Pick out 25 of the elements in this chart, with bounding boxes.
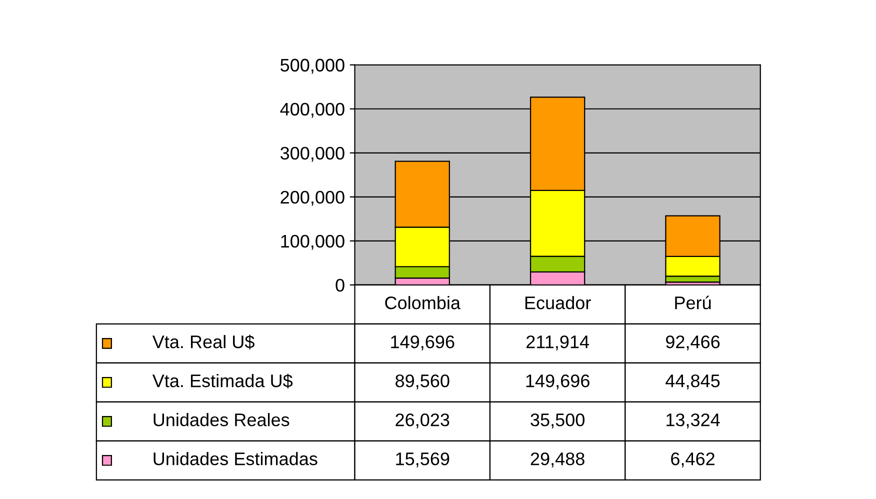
y-tick-label: 100,000 bbox=[281, 234, 344, 250]
y-tick-label: 500,000 bbox=[280, 58, 344, 74]
y-tick-label: 300,000 bbox=[280, 146, 344, 162]
legend-label: Vta. Estimada U$ bbox=[152, 374, 293, 388]
y-tick-label: 200,000 bbox=[280, 190, 344, 206]
y-tick-label: 400,000 bbox=[280, 102, 344, 118]
data-label: 15,569 bbox=[396, 452, 450, 468]
legend-label: Unidades Reales bbox=[154, 412, 290, 426]
x-tick-label: Ecuador bbox=[525, 296, 591, 310]
data-label: 92,466 bbox=[666, 335, 720, 350]
data-label: 211,914 bbox=[526, 335, 590, 350]
data-label: 149,696 bbox=[391, 335, 454, 350]
data-label: 29,488 bbox=[530, 452, 584, 468]
data-label: 26,023 bbox=[396, 413, 450, 428]
x-tick-label: Perú bbox=[675, 296, 711, 310]
x-tick-label: Colombia bbox=[385, 296, 461, 310]
data-label: 35,500 bbox=[530, 413, 584, 428]
legend-label: Vta. Real U$ bbox=[152, 334, 254, 350]
y-tick-label: 0 bbox=[336, 278, 344, 292]
data-label: 44,845 bbox=[666, 374, 720, 390]
data-label: 13,324 bbox=[666, 413, 720, 428]
data-label: 89,560 bbox=[396, 374, 450, 390]
legend-label: Unidades Estimadas bbox=[154, 452, 318, 466]
data-label: 6,462 bbox=[671, 452, 714, 468]
data-label: 149,696 bbox=[526, 374, 590, 390]
